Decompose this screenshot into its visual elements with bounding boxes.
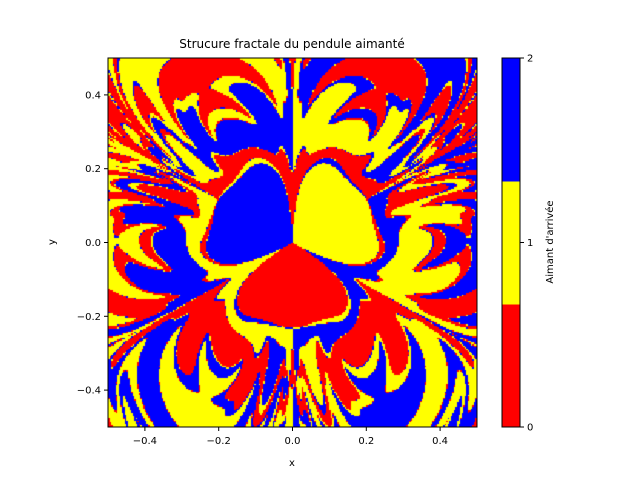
y-axis-ticks: −0.4 −0.2 0.0 0.2 0.4 [77, 90, 108, 397]
colorbar-tick-label: 0 [527, 423, 533, 434]
basin-heatmap [108, 58, 477, 427]
y-tick-label: 0.2 [85, 164, 101, 175]
x-axis-label: x [289, 458, 295, 469]
x-axis-ticks: −0.4 −0.2 0.0 0.2 0.4 [133, 427, 448, 447]
y-axis-label: y [47, 239, 58, 245]
x-tick-label: 0.2 [358, 436, 374, 447]
colorbar-segment [502, 58, 520, 182]
x-tick-label: −0.2 [207, 436, 231, 447]
y-tick-label: 0.4 [85, 90, 101, 101]
y-tick-label: −0.4 [77, 386, 101, 397]
colorbar-tick-label: 1 [527, 238, 533, 249]
chart-title: Strucure fractale du pendule aimanté [179, 37, 404, 51]
colorbar-segment [502, 181, 520, 305]
colorbar-tick-label: 2 [527, 54, 533, 65]
colorbar-label: Aimant d'arrivée [544, 200, 556, 283]
y-tick-label: 0.0 [85, 238, 101, 249]
x-tick-label: −0.4 [133, 436, 157, 447]
x-tick-label: 0.4 [432, 436, 448, 447]
x-tick-label: 0.0 [285, 436, 301, 447]
colorbar: 0 1 2 [501, 54, 533, 434]
plot-area [107, 57, 478, 428]
colorbar-segment [502, 304, 520, 428]
y-tick-label: −0.2 [77, 312, 101, 323]
